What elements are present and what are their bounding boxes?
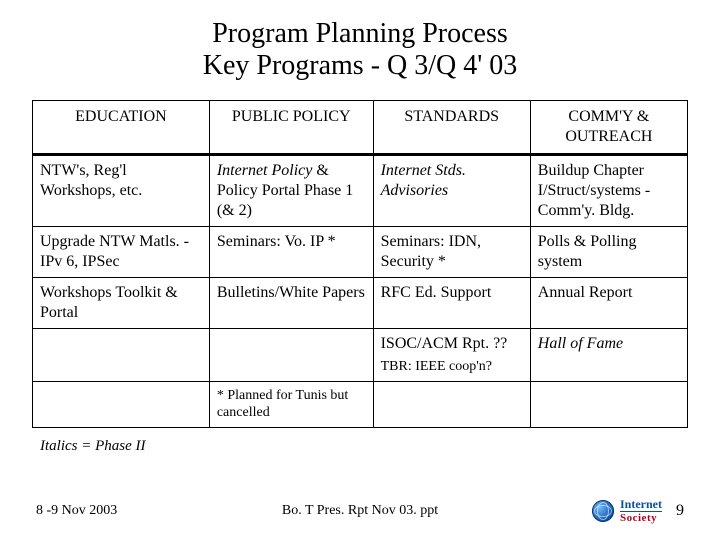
cell: Upgrade NTW Matls. - IPv 6, IPSec	[33, 227, 210, 278]
cell: Internet Policy & Policy Portal Phase 1 …	[209, 155, 373, 227]
cell: Seminars: IDN, Security *	[373, 227, 530, 278]
cell-italic: Internet Stds. Advisories	[373, 155, 530, 227]
slide-number: 9	[676, 502, 684, 520]
cell-empty	[530, 381, 687, 427]
slide-footer: 8 -9 Nov 2003 Bo. T Pres. Rpt Nov 03. pp…	[0, 498, 720, 524]
isoc-logo: Internet Society	[592, 498, 662, 524]
table-row: NTW's, Reg'l Workshops, etc. Internet Po…	[33, 155, 688, 227]
cell: Annual Report	[530, 278, 687, 329]
cell: Bulletins/White Papers	[209, 278, 373, 329]
slide-title: Program Planning Process Key Programs - …	[32, 18, 688, 82]
cell-italic: Internet Policy	[217, 162, 313, 179]
table-header-row: EDUCATION PUBLIC POLICY STANDARDS COMM'Y…	[33, 101, 688, 155]
cell-italic: Hall of Fame	[530, 329, 687, 382]
table-row: ISOC/ACM Rpt. ?? TBR: IEEE coop'n? Hall …	[33, 329, 688, 382]
cell-subtext: TBR: IEEE coop'n?	[381, 358, 523, 376]
title-line-2: Key Programs - Q 3/Q 4' 03	[203, 50, 518, 81]
table-row-footnote: * Planned for Tunis but cancelled	[33, 381, 688, 427]
footer-date: 8 -9 Nov 2003	[36, 503, 117, 519]
cell-text: ISOC/ACM Rpt. ??	[381, 335, 508, 352]
slide: Program Planning Process Key Programs - …	[0, 0, 720, 540]
cell: Workshops Toolkit & Portal	[33, 278, 210, 329]
footer-filename: Bo. T Pres. Rpt Nov 03. ppt	[282, 503, 438, 519]
table-row: Workshops Toolkit & Portal Bulletins/Whi…	[33, 278, 688, 329]
cell-empty	[33, 381, 210, 427]
cell-footnote: * Planned for Tunis but cancelled	[209, 381, 373, 427]
legend-text: Italics = Phase II	[40, 438, 688, 455]
col-education: EDUCATION	[33, 101, 210, 155]
cell: Seminars: Vo. IP *	[209, 227, 373, 278]
cell: NTW's, Reg'l Workshops, etc.	[33, 155, 210, 227]
cell-empty	[33, 329, 210, 382]
program-table: EDUCATION PUBLIC POLICY STANDARDS COMM'Y…	[32, 100, 688, 428]
col-standards: STANDARDS	[373, 101, 530, 155]
table-row: Upgrade NTW Matls. - IPv 6, IPSec Semina…	[33, 227, 688, 278]
cell-empty	[209, 329, 373, 382]
cell: RFC Ed. Support	[373, 278, 530, 329]
cell: ISOC/ACM Rpt. ?? TBR: IEEE coop'n?	[373, 329, 530, 382]
cell: Polls & Polling system	[530, 227, 687, 278]
logo-text-bottom: Society	[620, 511, 662, 524]
logo-text-top: Internet	[620, 497, 662, 511]
col-outreach: COMM'Y & OUTREACH	[530, 101, 687, 155]
cell: Buildup Chapter I/Struct/systems - Comm'…	[530, 155, 687, 227]
col-publicpolicy: PUBLIC POLICY	[209, 101, 373, 155]
globe-icon	[592, 500, 614, 522]
title-line-1: Program Planning Process	[212, 18, 508, 49]
logo-text: Internet Society	[620, 498, 662, 524]
cell-empty	[373, 381, 530, 427]
